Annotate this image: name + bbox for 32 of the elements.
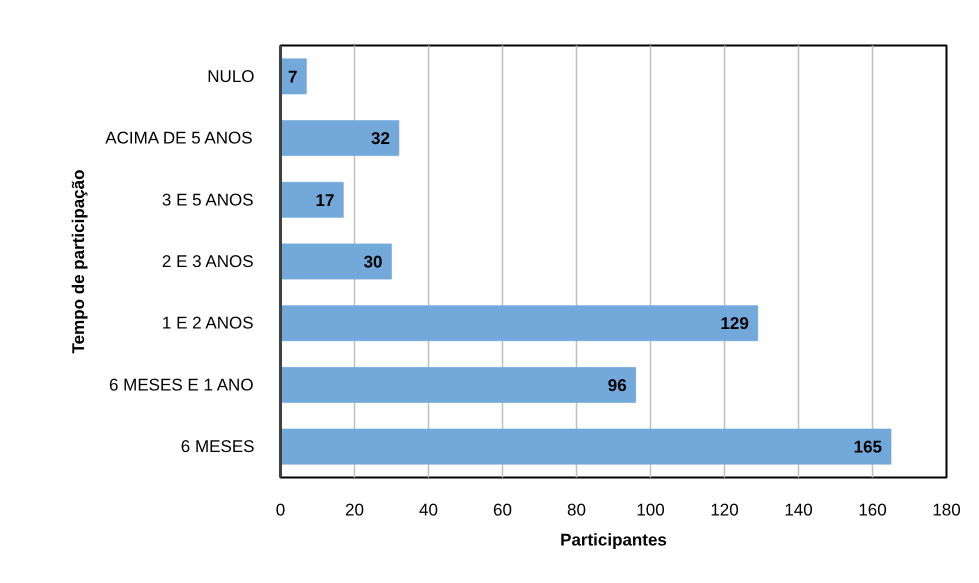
x-tick-label: 0 — [276, 500, 286, 520]
x-tick-label: 40 — [419, 500, 438, 520]
x-tick-label: 140 — [784, 500, 813, 520]
y-tick-label: 6 MESES — [180, 437, 255, 456]
data-label: 96 — [608, 376, 627, 395]
y-tick-label: 6 MESES E 1 ANO — [109, 375, 254, 394]
y-tick-label: ACIMA DE 5 ANOS — [105, 128, 253, 148]
y-tick-label: NULO — [207, 66, 255, 86]
y-axis-title: Tempo de participação — [69, 170, 88, 354]
data-label: 17 — [315, 190, 334, 210]
x-tick-label: 80 — [567, 500, 586, 520]
bar — [280, 182, 344, 218]
data-label: 129 — [720, 314, 749, 334]
data-label: 32 — [370, 129, 390, 148]
x-tick-label: 180 — [932, 500, 961, 520]
x-axis-title: Participantes — [560, 530, 667, 550]
x-tick-label: 120 — [710, 500, 739, 520]
y-tick-label: 1 E 2 ANOS — [162, 314, 254, 333]
data-label: 30 — [364, 252, 383, 272]
y-tick-label: 3 E 5 ANOS — [162, 190, 254, 210]
bar — [280, 243, 392, 280]
data-label: 165 — [854, 438, 882, 457]
y-tick-label: 2 E 3 ANOS — [162, 252, 254, 271]
data-label: 7 — [288, 67, 298, 86]
x-tick-label: 60 — [493, 500, 512, 520]
bar — [280, 120, 400, 156]
x-tick-label: 160 — [858, 500, 887, 520]
bar — [280, 428, 892, 465]
bar — [280, 366, 636, 404]
x-tick-label: 100 — [636, 500, 665, 520]
bar — [280, 305, 758, 342]
x-tick-label: 20 — [345, 500, 364, 520]
